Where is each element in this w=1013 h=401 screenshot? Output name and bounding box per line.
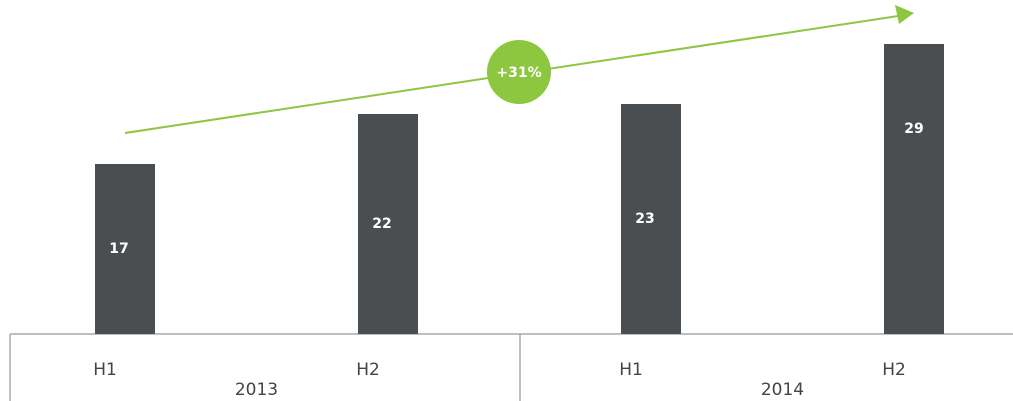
- group-label: 2013: [235, 380, 278, 400]
- arrow-head: [895, 5, 914, 24]
- group-label: 2014: [761, 380, 804, 400]
- x-tick-label: H1: [619, 360, 643, 380]
- data-label: 29: [904, 121, 923, 137]
- bar: [884, 44, 944, 334]
- data-label: 22: [372, 216, 391, 232]
- data-label: 17: [109, 241, 128, 257]
- bar: [621, 104, 681, 334]
- x-tick-label: H2: [356, 360, 380, 380]
- annotation-text: +31%: [496, 65, 541, 81]
- data-label: 23: [635, 211, 654, 227]
- axis-frame: [9, 333, 1013, 401]
- x-tick-label: H1: [93, 360, 117, 380]
- bar: [95, 164, 155, 334]
- x-tick-label: H2: [882, 360, 906, 380]
- bar: [358, 114, 418, 334]
- annotation-badge: [487, 40, 551, 104]
